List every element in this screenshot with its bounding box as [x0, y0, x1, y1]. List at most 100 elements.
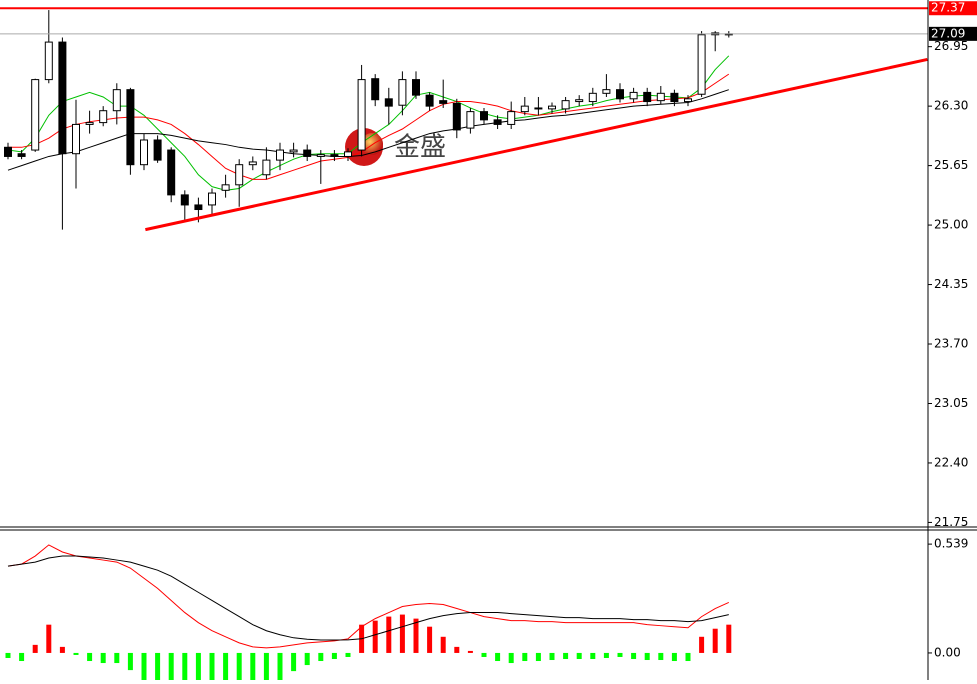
- histogram-bar: [440, 636, 446, 653]
- candle-body: [99, 110, 108, 124]
- candle-body: [303, 149, 312, 157]
- histogram-bar: [73, 652, 79, 655]
- histogram-bar: [399, 614, 405, 653]
- histogram-bar: [712, 628, 718, 653]
- candle-body: [58, 41, 67, 155]
- y-tick-label: 21.75: [934, 515, 968, 529]
- candle-body: [534, 107, 543, 110]
- histogram-bar: [236, 652, 242, 680]
- histogram-bar: [195, 652, 201, 680]
- histogram-bar: [644, 652, 650, 661]
- histogram-bar: [277, 652, 283, 680]
- y-tick-label: 23.70: [934, 337, 968, 351]
- candle-body: [85, 122, 94, 125]
- macd-line: [7, 544, 730, 649]
- histogram-bar: [100, 652, 106, 664]
- candle-body: [684, 98, 692, 103]
- histogram-bar: [576, 652, 582, 660]
- price-panel: [0, 7, 928, 232]
- histogram-bar: [141, 652, 147, 680]
- candle-body: [344, 151, 352, 157]
- histogram-bar: [535, 652, 541, 662]
- candle-body: [208, 192, 216, 206]
- candle-body: [643, 91, 652, 103]
- candle-body: [548, 105, 556, 110]
- histogram-bar: [19, 652, 25, 662]
- histogram-bar: [318, 652, 324, 662]
- candle-body: [480, 111, 488, 121]
- candle-body: [602, 89, 611, 94]
- candle-body: [126, 89, 135, 166]
- histogram-bar: [291, 652, 297, 672]
- price-tag-label: 27.37: [931, 1, 965, 15]
- candle-body: [235, 164, 244, 186]
- histogram-bar: [699, 636, 705, 653]
- candle-body: [289, 149, 298, 153]
- candle-body: [330, 154, 339, 157]
- y-tick-label: 26.30: [934, 99, 968, 113]
- candle-body: [697, 34, 706, 95]
- candle-body: [588, 92, 597, 103]
- candle-body: [425, 94, 434, 107]
- candle-body: [629, 91, 638, 100]
- candle-body: [398, 79, 407, 106]
- histogram-bar: [345, 652, 351, 657]
- macd-panel: [5, 544, 732, 680]
- candle-body: [4, 146, 12, 157]
- candle-body: [262, 159, 271, 176]
- y-tick-label: 23.05: [934, 396, 968, 410]
- candle-body: [31, 79, 40, 151]
- macd-line: [7, 555, 729, 641]
- histogram-bar: [372, 620, 378, 653]
- y-tick-label: 26.95: [934, 39, 968, 53]
- histogram-bar: [386, 616, 392, 653]
- y-tick-label: 25.65: [934, 158, 968, 172]
- candle-body: [112, 89, 121, 112]
- price-tag-label: 27.09: [931, 26, 965, 40]
- histogram-bar: [263, 652, 269, 680]
- histogram-bar: [495, 652, 501, 662]
- histogram-bar: [168, 652, 174, 680]
- candle-body: [656, 92, 665, 102]
- histogram-bar: [522, 652, 528, 662]
- y-tick-label: 24.35: [934, 277, 968, 291]
- candle-body: [140, 139, 148, 166]
- candle-body: [167, 149, 176, 196]
- histogram-bar: [250, 652, 256, 680]
- price-tag: [929, 26, 977, 41]
- candle-body: [520, 105, 529, 113]
- histogram-bar: [46, 624, 52, 653]
- candle-body: [248, 161, 257, 166]
- candle-body: [371, 78, 380, 101]
- candle-body: [194, 204, 203, 211]
- histogram-bar: [671, 652, 677, 662]
- candle-body: [316, 154, 325, 157]
- candle-body: [575, 99, 584, 103]
- candle-body: [17, 153, 26, 157]
- histogram-bar: [454, 646, 460, 653]
- candle-body: [670, 92, 679, 103]
- candle-body: [357, 79, 366, 151]
- histogram-bar: [427, 626, 433, 653]
- y-tick-label: 22.40: [934, 455, 968, 469]
- candle-body: [466, 111, 475, 129]
- candle-body: [44, 41, 53, 81]
- histogram-bar: [590, 652, 596, 660]
- candle-body: [561, 100, 570, 110]
- histogram-bar: [331, 652, 337, 660]
- histogram-bar: [127, 652, 133, 671]
- histogram-bar: [182, 652, 188, 680]
- candle-body: [507, 111, 516, 125]
- candle-body: [384, 98, 393, 107]
- candle-body: [276, 149, 284, 161]
- candle-body: [221, 184, 230, 191]
- logo-inner: [361, 133, 383, 155]
- y-tick-label: 0.539: [934, 537, 968, 551]
- histogram-bar: [209, 652, 215, 680]
- watermark-text: 金盛: [394, 133, 446, 163]
- candle-body: [72, 123, 80, 155]
- y-tick-label: 0.00: [934, 645, 961, 659]
- trendline: [145, 58, 928, 232]
